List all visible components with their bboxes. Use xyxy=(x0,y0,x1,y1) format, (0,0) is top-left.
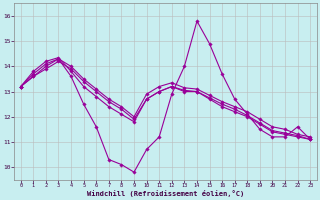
X-axis label: Windchill (Refroidissement éolien,°C): Windchill (Refroidissement éolien,°C) xyxy=(87,190,244,197)
